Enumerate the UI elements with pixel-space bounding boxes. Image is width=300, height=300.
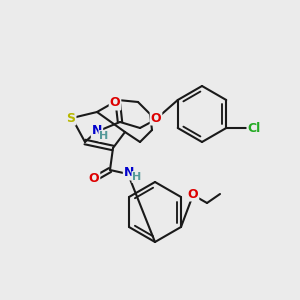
Text: N: N — [124, 167, 134, 179]
Text: O: O — [89, 172, 99, 185]
Text: S: S — [67, 112, 76, 124]
Text: O: O — [110, 97, 120, 110]
Text: H: H — [132, 172, 142, 182]
Text: H: H — [99, 131, 109, 141]
Text: N: N — [92, 124, 102, 137]
Text: Cl: Cl — [248, 122, 261, 134]
Text: O: O — [188, 188, 198, 200]
Text: O: O — [151, 112, 161, 124]
